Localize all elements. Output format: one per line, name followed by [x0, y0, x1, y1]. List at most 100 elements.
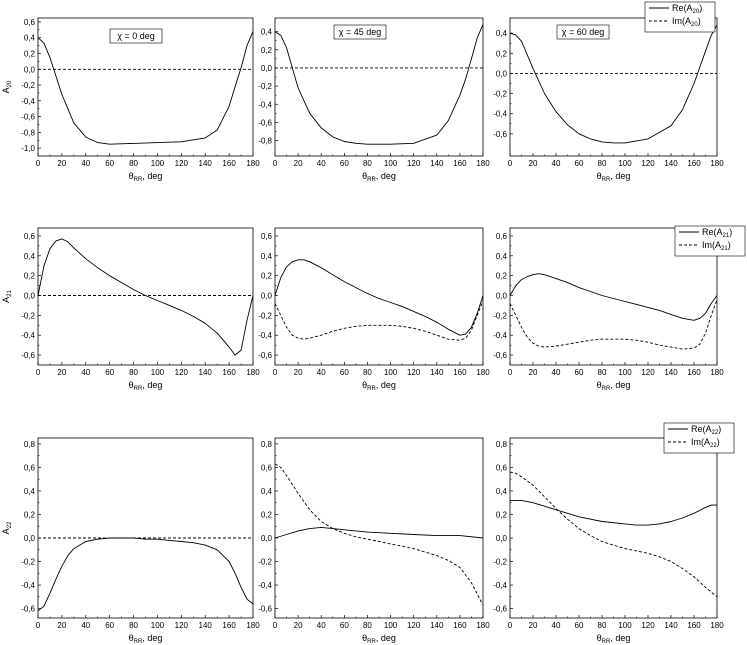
- x-tick-label: 100: [384, 368, 398, 377]
- x-tick-label: 140: [430, 621, 444, 630]
- legend-label: Re(A22): [691, 424, 721, 436]
- y-tick-label: -0,6: [493, 130, 507, 139]
- x-tick-label: 40: [317, 621, 326, 630]
- y-tick-label: -0,4: [21, 97, 35, 106]
- y-tick-label: 0,4: [261, 487, 273, 496]
- x-tick-label: 160: [687, 368, 701, 377]
- plot-frame: [274, 437, 484, 619]
- y-tick-label: 0,4: [24, 487, 36, 496]
- chart-panel-2-3: 0 20 40 60 80 100 120 140 160 180 0,6 0,4 0,2 0,0 -0,2…: [493, 225, 746, 392]
- x-tick-label: 180: [246, 621, 260, 630]
- y-tick-label: -0,2: [21, 81, 35, 90]
- chart-panel-2-2: 0 20 40 60 80 100 120 140 160 180 0,6 0,4 0,2 0,0 -0,2…: [258, 227, 490, 392]
- x-tick-label: 60: [575, 159, 584, 168]
- x-axis-label: θRR, deg: [129, 380, 163, 392]
- x-tick-label: 80: [129, 621, 138, 630]
- x-tick-label: 140: [430, 159, 444, 168]
- x-tick-label: 60: [105, 368, 114, 377]
- y-tick-label: -0,2: [258, 82, 272, 91]
- x-tick-label: 100: [618, 368, 632, 377]
- y-tick-label: 0,6: [24, 18, 36, 27]
- x-tick-label: 120: [407, 621, 421, 630]
- y-axis-label: A20: [1, 80, 13, 93]
- y-tick-label: 0,4: [24, 34, 36, 43]
- y-tick-label: -0,2: [493, 558, 507, 567]
- x-tick-label: 80: [129, 159, 138, 168]
- x-tick-label: 120: [641, 368, 655, 377]
- chart-panel-1-1: 0 20 40 60 80 100 120 140 160 180 0,6 0,4 0,2 0,0 -0,2…: [1, 17, 260, 183]
- x-tick-label: 0: [508, 621, 513, 630]
- x-tick-label: 160: [222, 621, 236, 630]
- y-tick-label: 0,2: [24, 49, 36, 58]
- y-tick-label: -0,6: [493, 605, 507, 614]
- y-tick-label: 0,2: [496, 272, 508, 281]
- y-tick-label: -0,6: [258, 118, 272, 127]
- y-tick-label: 0,2: [261, 510, 273, 519]
- x-tick-label: 60: [575, 621, 584, 630]
- y-tick-label: 0,6: [261, 232, 273, 241]
- series-line-im: [274, 300, 484, 341]
- x-axis-label: θRR, deg: [597, 171, 631, 183]
- y-tick-label: 0,0: [261, 64, 273, 73]
- x-tick-label: 140: [664, 621, 678, 630]
- series-line-re: [37, 238, 254, 356]
- annotation-box: [556, 24, 610, 40]
- legend-box: [663, 422, 735, 454]
- y-tick-label: 0,6: [496, 232, 508, 241]
- series-line-re: [37, 31, 254, 145]
- legend-label: Re(A20): [672, 3, 702, 15]
- y-tick-label: 0,2: [24, 272, 36, 281]
- y-tick-label: 0,6: [261, 463, 273, 472]
- y-tick-label: -0,6: [21, 113, 35, 122]
- chart-panel-2-1: 0 20 40 60 80 100 120 140 160 180 0,6 0,4 0,2 0,0 -0,2…: [1, 227, 260, 392]
- x-tick-label: 80: [598, 621, 607, 630]
- x-tick-label: 120: [407, 159, 421, 168]
- y-axis-label: A21: [1, 289, 13, 302]
- y-tick-label: 0,0: [496, 69, 508, 78]
- y-tick-label: 0,8: [24, 440, 36, 449]
- x-tick-label: 180: [710, 159, 724, 168]
- x-tick-label: 20: [529, 621, 538, 630]
- x-tick-label: 0: [508, 368, 513, 377]
- series-line-re: [274, 259, 484, 336]
- y-tick-label: 0,2: [261, 46, 273, 55]
- x-tick-label: 60: [575, 368, 584, 377]
- y-tick-label: -0,2: [258, 558, 272, 567]
- annotation-text: χ = 45 deg: [339, 27, 382, 37]
- y-tick-label: 0,0: [496, 292, 508, 301]
- x-tick-label: 120: [641, 159, 655, 168]
- x-tick-label: 40: [81, 159, 90, 168]
- x-tick-label: 80: [363, 159, 372, 168]
- x-tick-label: 160: [687, 159, 701, 168]
- x-tick-label: 40: [552, 621, 561, 630]
- y-tick-label: -0,4: [258, 100, 272, 109]
- plot-frame: [37, 227, 254, 366]
- y-tick-label: -0,4: [21, 581, 35, 590]
- x-tick-label: 120: [641, 621, 655, 630]
- x-tick-label: 80: [363, 368, 372, 377]
- x-tick-label: 60: [105, 621, 114, 630]
- x-tick-label: 160: [222, 159, 236, 168]
- x-tick-label: 120: [175, 159, 189, 168]
- x-tick-label: 20: [57, 621, 66, 630]
- y-tick-label: 0,4: [496, 487, 508, 496]
- y-tick-label: -0,4: [258, 331, 272, 340]
- x-tick-label: 20: [294, 621, 303, 630]
- y-tick-label: -0,2: [21, 311, 35, 320]
- y-tick-label: -0,4: [258, 581, 272, 590]
- x-tick-label: 180: [246, 368, 260, 377]
- y-tick-label: 0,0: [24, 292, 36, 301]
- x-tick-label: 140: [199, 621, 213, 630]
- y-tick-label: 0,0: [24, 534, 36, 543]
- x-tick-label: 80: [129, 368, 138, 377]
- y-tick-label: 0,8: [496, 440, 508, 449]
- y-tick-label: 0,0: [496, 534, 508, 543]
- x-tick-label: 0: [508, 159, 513, 168]
- x-tick-label: 180: [476, 621, 490, 630]
- y-tick-label: 0,2: [496, 49, 508, 58]
- x-tick-label: 100: [618, 621, 632, 630]
- x-tick-label: 140: [664, 159, 678, 168]
- y-tick-label: 0,4: [496, 29, 508, 38]
- y-tick-label: 0,2: [496, 510, 508, 519]
